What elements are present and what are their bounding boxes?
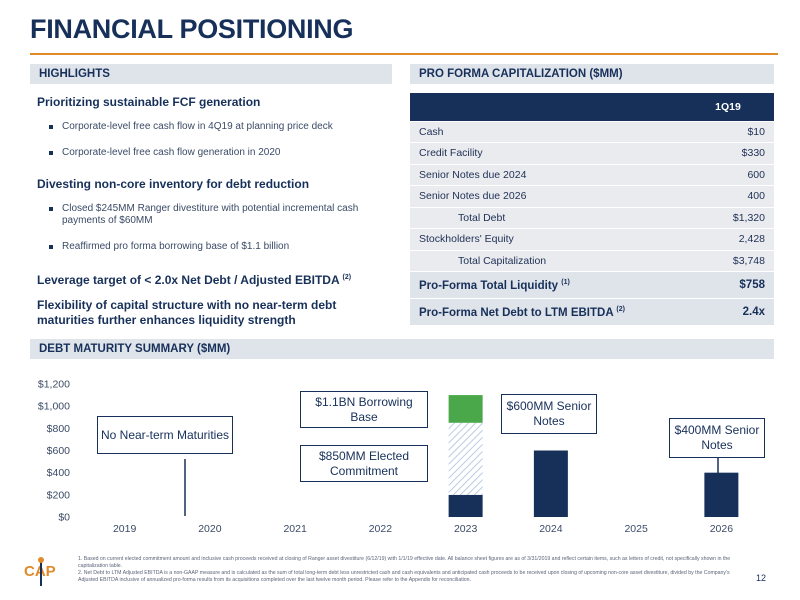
table-row-total-debt: Total Debt $1,320 [410,207,774,229]
footnote: 1. Based on current elected commitment a… [78,556,731,569]
highlight-heading: Prioritizing sustainable FCF generation [37,95,261,109]
row-label: Pro-Forma Total Liquidity (1) [410,271,682,299]
bar-segment-2026 [704,472,739,517]
x-tick-label: 2020 [198,523,222,535]
row-value: $330 [682,142,774,165]
table-row: Stockholders' Equity 2,428 [410,228,774,251]
bar-group [448,395,739,517]
x-tick-label: 2021 [283,523,307,535]
callout-senior-notes-400: $400MM Senior Notes [669,418,765,458]
x-tick-label: 2019 [113,523,137,535]
row-label: Senior Notes due 2026 [410,185,682,208]
row-label: Stockholders' Equity [410,228,682,251]
highlight-heading: Divesting non-core inventory for debt re… [37,177,310,191]
row-label: Senior Notes due 2024 [410,164,682,186]
row-value: 2,428 [682,228,774,251]
callout-connectors [184,456,719,516]
table-row: Senior Notes due 2026 400 [410,185,774,208]
y-axis: $0 $200 $400 $600 $800 $1,000 $1,200 [38,379,70,524]
bar-segment-2023 [448,422,483,495]
debt-maturity-header: DEBT MATURITY SUMMARY ($MM) [30,339,774,359]
row-value: $10 [682,121,774,143]
page-title: FINANCIAL POSITIONING [30,14,354,44]
x-tick-label: 2022 [369,523,393,535]
highlights-header: HIGHLIGHTS [30,64,392,84]
row-value: $3,748 [682,250,774,272]
table-row-total-capitalization: Total Capitalization $3,748 [410,250,774,272]
callout-borrowing-base: $1.1BN Borrowing Base [300,391,428,428]
title-divider [30,53,778,55]
highlight-bullet: Closed $245MM Ranger divestiture with po… [37,203,377,227]
x-tick-label: 2026 [710,523,734,535]
logo-flame-mark [38,557,44,563]
table-row: Senior Notes due 2024 600 [410,164,774,186]
x-tick-label: 2024 [539,523,563,535]
bar-segment-2024 [533,450,568,517]
callout-senior-notes-600: $600MM Senior Notes [501,394,597,434]
highlight-heading: Flexibility of capital structure with no… [37,298,337,327]
row-label: Credit Facility [410,142,682,165]
callout-no-near-term: No Near-term Maturities [97,416,233,454]
table-row-leverage: Pro-Forma Net Debt to LTM EBITDA (2) 2.4… [410,298,774,326]
row-value: 600 [682,164,774,186]
bar-segment-2023 [448,395,483,423]
capitalization-table: 1Q19 Cash $10 Credit Facility $330 Senio… [410,93,774,326]
table-row: Credit Facility $330 [410,142,774,165]
highlight-section-fcf: Prioritizing sustainable FCF generation … [37,95,387,159]
highlight-bullet: Reaffirmed pro forma borrowing base of $… [37,241,377,253]
row-value: $758 [682,271,774,299]
row-value: $1,320 [682,207,774,229]
highlight-bullet: Corporate-level free cash flow generatio… [37,147,377,159]
bar-segment-2023 [448,494,483,517]
y-tick-label: $800 [47,423,71,435]
y-tick-label: $1,200 [38,379,70,391]
table-row-liquidity: Pro-Forma Total Liquidity (1) $758 [410,271,774,299]
footnote: 2. Net Debt to LTM Adjusted EBITDA is a … [78,570,730,583]
row-label: Cash [410,121,682,143]
footnotes: 1. Based on current elected commitment a… [78,556,748,584]
table-header-row: 1Q19 [410,93,774,122]
row-label: Pro-Forma Net Debt to LTM EBITDA (2) [410,298,682,326]
capitalization-header: PRO FORMA CAPITALIZATION ($MM) [410,64,774,84]
y-tick-label: $200 [47,489,71,501]
x-tick-label: 2023 [454,523,478,535]
logo-text: CAP [24,563,56,580]
highlight-section-leverage: Leverage target of < 2.0x Net Debt / Adj… [37,270,387,288]
row-label: Total Capitalization [410,250,682,272]
x-tick-label: 2025 [624,523,648,535]
y-tick-label: $600 [47,445,71,457]
highlight-section-divesting: Divesting non-core inventory for debt re… [37,177,387,253]
highlight-bullet: Corporate-level free cash flow in 4Q19 a… [37,121,377,133]
table-header-blank [410,93,682,122]
table-column-header: 1Q19 [682,93,774,122]
row-value: 2.4x [682,298,774,326]
row-label: Total Debt [410,207,682,229]
y-tick-label: $0 [58,512,70,524]
callout-elected-commitment: $850MM Elected Commitment [300,445,428,482]
page-number: 12 [756,573,767,583]
table-row: Cash $10 [410,121,774,143]
x-axis: 2019 2020 2021 2022 2023 2024 2025 2026 [113,523,733,535]
highlight-heading: Leverage target of < 2.0x Net Debt / Adj… [37,273,352,287]
y-tick-label: $400 [47,467,71,479]
company-logo: CAP [24,557,56,586]
y-tick-label: $1,000 [38,401,70,413]
row-value: 400 [682,185,774,208]
highlight-section-flexibility: Flexibility of capital structure with no… [37,298,387,328]
debt-maturity-chart: $0$200$400$600$800$1,000$1,200 2019 2020 2… [38,379,739,535]
